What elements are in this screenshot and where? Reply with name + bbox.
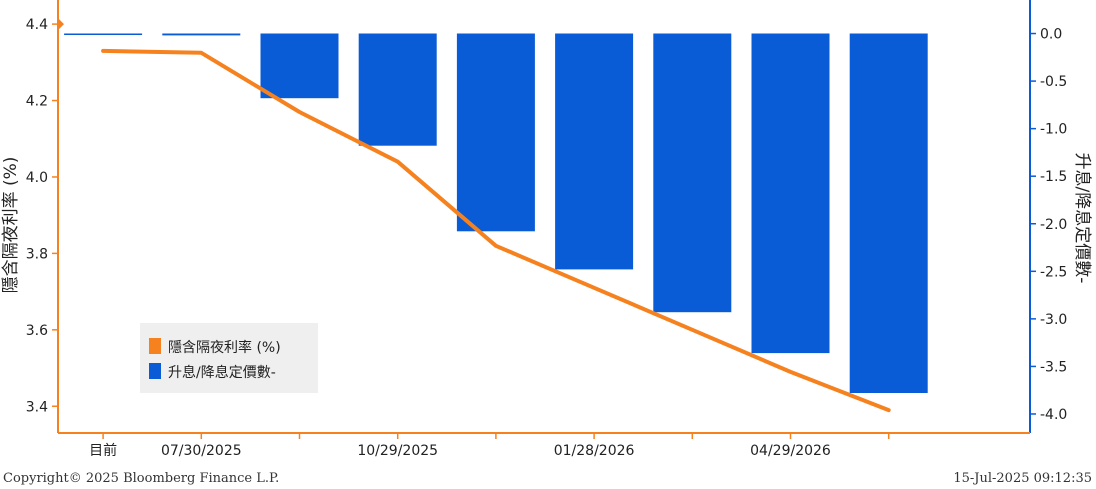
right-tick-label-6: -1.0	[1040, 122, 1067, 138]
bottom-tick-label-5: 01/28/2026	[554, 443, 635, 459]
left-tick-label-4: 4.2	[26, 94, 48, 110]
left-tick-label-5: 4.4	[26, 17, 48, 33]
right-tick-label-0: -4.0	[1040, 407, 1067, 423]
bar-8	[849, 33, 928, 393]
bar-5	[555, 33, 634, 270]
left-tick-label-0: 3.4	[26, 399, 48, 415]
left-tick-label-2: 3.8	[26, 246, 48, 262]
legend: 隱含隔夜利率 (%) 升息/降息定價數-	[140, 323, 318, 393]
right-tick-label-4: -2.0	[1040, 217, 1067, 233]
left-axis: 3.4 3.6 3.8 4.0 4.2 4.4	[26, 0, 64, 433]
y-left-axis-title: 隱含隔夜利率 (%)	[1, 157, 21, 294]
bottom-axis: 目前 07/30/2025 10/29/2025 01/28/2026 04/29/20…	[58, 432, 1030, 459]
legend-swatch-line	[149, 338, 161, 354]
bar-1	[162, 33, 241, 36]
right-tick-label-5: -1.5	[1040, 169, 1067, 185]
left-tick-label-3: 4.0	[26, 170, 48, 186]
legend-label-bars: 升息/降息定價數-	[168, 364, 276, 381]
right-tick-label-8: 0.0	[1040, 27, 1062, 43]
right-tick-label-3: -2.5	[1040, 264, 1067, 280]
right-tick-label-1: -3.5	[1040, 359, 1067, 375]
bar-4	[456, 33, 535, 232]
copyright-text: Copyright© 2025 Bloomberg Finance L.P.	[3, 471, 279, 486]
legend-swatch-bars	[149, 363, 161, 379]
timestamp-text: 15-Jul-2025 09:12:35	[953, 471, 1092, 486]
legend-box	[140, 323, 318, 393]
bars-layer	[64, 33, 928, 393]
bottom-tick-label-0: 目前	[89, 442, 117, 459]
right-tick-label-2: -3.0	[1040, 312, 1067, 328]
y-right-axis-title: 升息/降息定價數-	[1072, 153, 1092, 284]
bottom-tick-label-1: 07/30/2025	[161, 443, 242, 459]
bar-7	[751, 33, 830, 354]
bar-2	[260, 33, 339, 99]
bottom-tick-label-7: 04/29/2026	[750, 443, 831, 459]
left-axis-marker	[58, 18, 64, 31]
left-tick-label-1: 3.6	[26, 323, 48, 339]
right-tick-label-7: -0.5	[1040, 74, 1067, 90]
right-axis: -4.0 -3.5 -3.0 -2.5 -2.0 -1.5 -1.0 -0.5 0.0	[1029, 0, 1067, 433]
bar-6	[653, 33, 732, 313]
bar-0	[64, 33, 143, 35]
bar-3	[358, 33, 437, 146]
legend-label-line: 隱含隔夜利率 (%)	[168, 339, 281, 356]
bottom-tick-label-3: 10/29/2025	[357, 443, 438, 459]
line-layer	[101, 48, 891, 413]
